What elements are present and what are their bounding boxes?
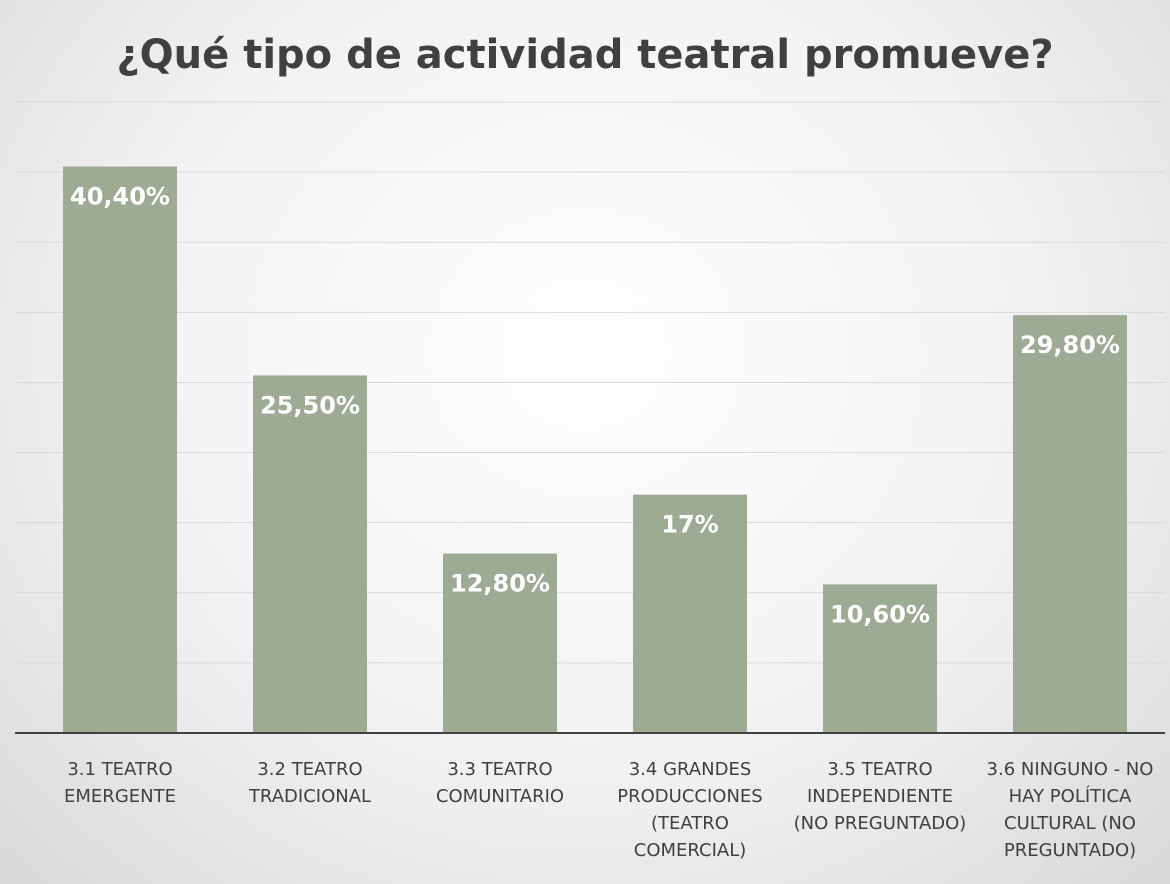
bar [63, 166, 177, 734]
bar [823, 584, 937, 733]
data-label: 25,50% [260, 391, 360, 419]
bar [633, 494, 747, 733]
x-tick-label: 3.4 GRANDES PRODUCCIONES (TEATRO COMERCI… [617, 759, 763, 861]
x-tick-label: 3.2 TEATRO TRADICIONAL [248, 759, 372, 807]
data-label: 12,80% [450, 570, 550, 598]
bar [253, 375, 367, 733]
x-tick-label: 3.1 TEATRO EMERGENTE [64, 759, 176, 807]
x-tick-label: 3.3 TEATRO COMUNITARIO [435, 759, 565, 807]
chart-title: ¿Qué tipo de actividad teatral promueve? [116, 32, 1053, 78]
bar [443, 553, 557, 733]
data-label: 10,60% [830, 600, 930, 628]
data-label: 29,80% [1020, 331, 1120, 359]
bar [1013, 315, 1127, 733]
x-tick-label: 3.6 NINGUNO - NO HAY POLÍTICA CULTURAL (… [986, 759, 1154, 861]
data-label: 40,40% [70, 183, 170, 211]
data-label: 17% [661, 511, 718, 539]
x-tick-label: 3.5 TEATRO INDEPENDIENTE (NO PREGUNTADO) [793, 759, 967, 834]
